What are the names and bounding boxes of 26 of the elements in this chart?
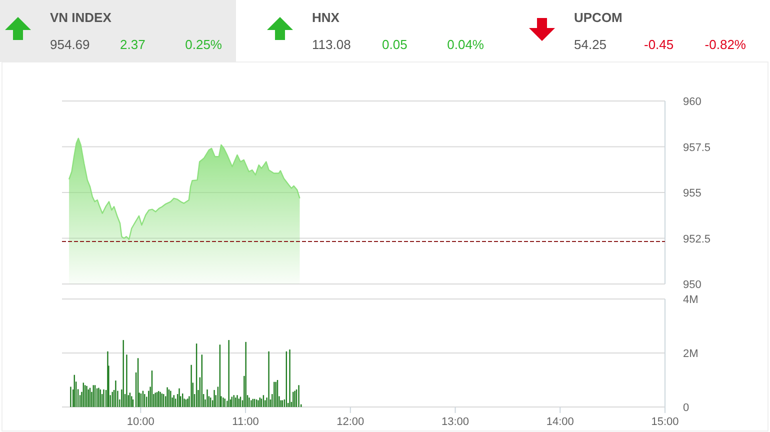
y-tick-label: 960 <box>683 96 702 108</box>
text: VN INDEX <box>50 10 112 25</box>
y-tick-label: 4M <box>683 294 698 306</box>
y-tick-label: 955 <box>683 188 702 200</box>
text: 0.04% <box>447 37 484 52</box>
x-tick-label: 10:00 <box>126 416 154 428</box>
text: 2.37 <box>120 37 146 52</box>
x-tick-label: 11:00 <box>232 416 259 428</box>
text: HNX <box>312 10 340 25</box>
text: 954.69 <box>50 37 90 52</box>
x-tick-label: 12:00 <box>336 416 364 428</box>
text: UPCOM <box>574 10 622 25</box>
x-tick-label: 15:00 <box>651 416 679 428</box>
x-tick-label: 13:00 <box>441 416 470 428</box>
y-tick-label: 952.5 <box>683 233 711 246</box>
y-tick-label: 2M <box>683 348 698 360</box>
text: 113.08 <box>312 37 351 52</box>
text: -0.82% <box>704 37 746 52</box>
text: 0.25% <box>185 37 222 52</box>
y-tick-label: 957.5 <box>683 142 711 154</box>
text: 54.25 <box>574 37 607 52</box>
x-tick-label: 14:00 <box>546 416 574 428</box>
y-tick-label: 950 <box>683 279 702 291</box>
y-tick-label: 0 <box>683 402 690 414</box>
text: -0.45 <box>644 37 674 52</box>
text: 0.05 <box>382 37 408 52</box>
